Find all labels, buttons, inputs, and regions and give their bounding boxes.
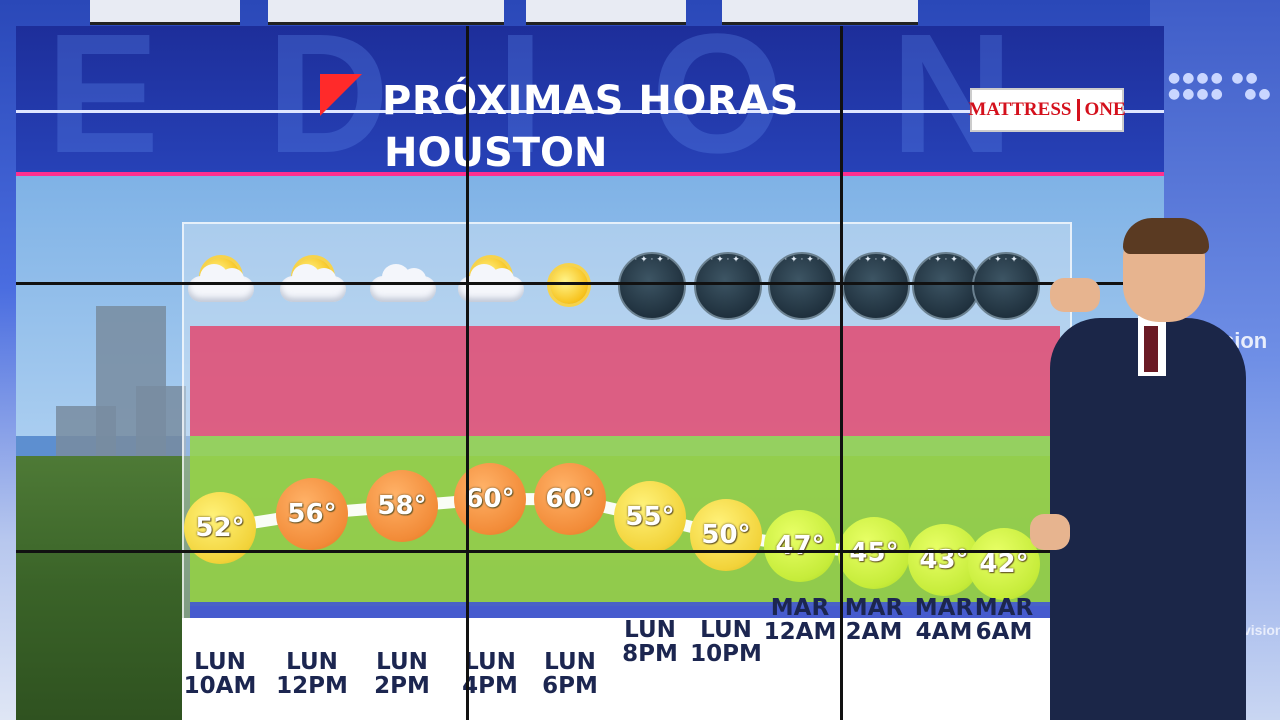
night-sky-icon: ✦ · ✦ · ✦ · ✦ — [842, 252, 910, 320]
header-accent-stripe — [16, 172, 1164, 176]
clear-night-icon: ✦ · ✦ · ✦ · ✦ — [838, 248, 910, 320]
temperature-bubble: 45° — [838, 517, 910, 590]
temperature-bubble: 42° — [968, 527, 1040, 600]
time-label-hour: 6PM — [542, 673, 598, 699]
partly-cloudy-icon — [276, 248, 348, 320]
time-label-hour: 10PM — [690, 641, 762, 667]
location-title: HOUSTON — [384, 130, 608, 176]
time-label-day: LUN — [286, 649, 338, 675]
time-label: MAR 2AM — [834, 596, 914, 644]
temperature-bubble: 60° — [454, 463, 526, 536]
page-title: PRÓXIMAS HORAS — [382, 78, 799, 124]
studio-dots-decoration: ●●●● ●● ●●●● ●● — [1168, 70, 1273, 102]
cloud-icon — [370, 264, 436, 302]
time-label: LUN 4PM — [450, 650, 530, 698]
clear-night-icon: ✦ · ✦ · ✦ · ✦ — [908, 248, 980, 320]
night-sky-icon: ✦ · ✦ · ✦ · ✦ — [912, 252, 980, 320]
header-watermark: E D I O N — [46, 26, 1044, 189]
time-label-hour: 2PM — [374, 673, 430, 699]
presenter-tie — [1144, 326, 1158, 372]
time-label: MAR 4AM — [904, 596, 984, 644]
night-sky-icon: ✦ · ✦ · ✦ · ✦ — [972, 252, 1040, 320]
night-sky-icon: ✦ · ✦ · ✦ · ✦ — [618, 252, 686, 320]
temperature-bubble: 47° — [764, 509, 836, 582]
videowall-seam — [840, 26, 843, 720]
top-monitors — [0, 0, 1280, 40]
sponsor-logo: MATTRESS ONE — [968, 88, 1126, 132]
presenter-hand — [1030, 514, 1070, 550]
time-label-day: LUN — [700, 617, 752, 643]
time-label-day: MAR — [914, 595, 974, 621]
time-label-day: LUN — [544, 649, 596, 675]
time-label-day: LUN — [624, 617, 676, 643]
cloud-icon — [458, 264, 524, 302]
sponsor-suffix: ONE — [1077, 99, 1126, 121]
time-label: LUN 6PM — [530, 650, 610, 698]
band-hot — [190, 326, 1060, 436]
time-label-day: MAR — [770, 595, 830, 621]
videowall-seam — [16, 282, 1164, 285]
time-label-day: MAR — [974, 595, 1034, 621]
time-label-day: LUN — [376, 649, 428, 675]
time-label-day: LUN — [194, 649, 246, 675]
sun-icon — [550, 266, 588, 304]
time-label-day: MAR — [844, 595, 904, 621]
time-label: LUN 10AM — [180, 650, 260, 698]
clear-night-icon: ✦ · ✦ · ✦ · ✦ — [968, 248, 1040, 320]
time-label: MAR 12AM — [760, 596, 840, 644]
time-label-hour: 12AM — [763, 619, 837, 645]
time-label-hour: 4PM — [462, 673, 518, 699]
time-label: LUN 2PM — [362, 650, 442, 698]
time-label-day: LUN — [464, 649, 516, 675]
videowall-seam — [16, 550, 1164, 553]
clear-night-icon: ✦ · ✦ · ✦ · ✦ — [764, 248, 836, 320]
temperature-bubble: 52° — [184, 491, 256, 564]
clear-night-icon: ✦ · ✦ · ✦ · ✦ — [690, 248, 762, 320]
sponsor-name: MATTRESS — [968, 99, 1072, 120]
presenter-suit — [1050, 318, 1246, 720]
temperature-bubble: 55° — [614, 481, 686, 554]
time-label-hour: 6AM — [975, 619, 1033, 645]
temperature-bubble: 56° — [276, 477, 348, 550]
temperature-bubble: 50° — [690, 499, 762, 572]
cloud-icon — [188, 264, 254, 302]
time-label-hour: 2AM — [845, 619, 903, 645]
presenter — [1020, 218, 1260, 720]
station-logo-icon — [320, 74, 362, 116]
clear-night-icon: ✦ · ✦ · ✦ · ✦ — [614, 248, 686, 320]
time-label: LUN 12PM — [272, 650, 352, 698]
cloud-icon — [280, 264, 346, 302]
partly-cloudy-icon — [184, 248, 256, 320]
forecast-videowall: E D I O N PRÓXIMAS HORAS HOUSTON MATTRES… — [16, 26, 1164, 720]
time-label-hour: 8PM — [622, 641, 678, 667]
temperature-bubble: 60° — [534, 463, 606, 536]
presenter-hair — [1123, 218, 1209, 254]
night-sky-icon: ✦ · ✦ · ✦ · ✦ — [768, 252, 836, 320]
temperature-bubble: 58° — [366, 470, 438, 543]
time-label: LUN 10PM — [686, 618, 766, 666]
header-line — [16, 110, 1164, 113]
time-label-hour: 10AM — [183, 673, 257, 699]
forecast-header: E D I O N PRÓXIMAS HORAS HOUSTON MATTRES… — [16, 26, 1164, 189]
time-label: MAR 6AM — [964, 596, 1044, 644]
presenter-hand-clicker — [1050, 278, 1100, 312]
night-sky-icon: ✦ · ✦ · ✦ · ✦ — [694, 252, 762, 320]
partly-cloudy-icon — [454, 248, 526, 320]
time-labels-area — [182, 618, 1062, 720]
time-label-hour: 12PM — [276, 673, 348, 699]
time-label-hour: 4AM — [915, 619, 973, 645]
sunny-icon — [534, 248, 606, 320]
videowall-seam — [466, 26, 469, 720]
time-label: LUN 8PM — [610, 618, 690, 666]
